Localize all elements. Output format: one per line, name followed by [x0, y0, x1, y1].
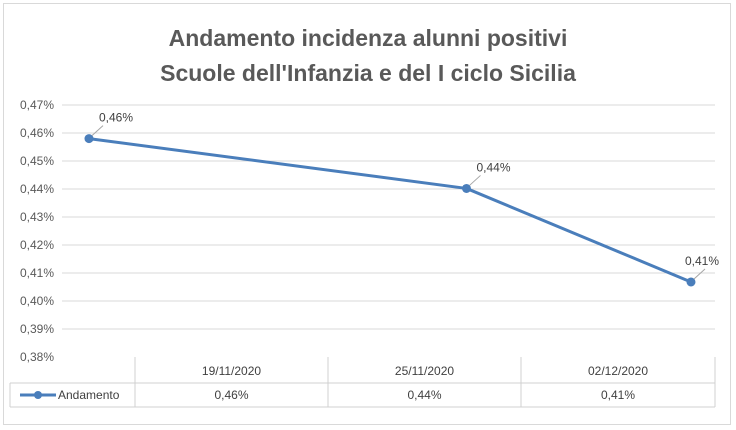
x-category-label: 25/11/2020 — [395, 364, 454, 378]
data-point — [462, 183, 471, 193]
y-axis-ticks: 0,38% 0,39% 0,40% 0,41% 0,42% 0,43% 0,44% 0,45%… — [20, 98, 54, 364]
legend-label: Andamento — [58, 388, 120, 402]
x-category-label: 02/12/2020 — [588, 364, 648, 378]
chart-title: Andamento incidenza alunni positivi — [169, 25, 568, 51]
table-value: 0,46% — [214, 388, 248, 402]
data-table: 19/11/2020 0,46% 25/11/2020 0,44% 02/12/2020… — [9, 357, 716, 408]
leader-line — [469, 175, 481, 186]
y-tick-label: 0,46% — [20, 126, 54, 140]
table-value: 0,44% — [407, 388, 441, 402]
y-tick-label: 0,40% — [20, 294, 54, 308]
leader-line — [693, 268, 706, 280]
legend-marker — [34, 391, 42, 399]
data-point — [84, 134, 94, 144]
x-category-label: 19/11/2020 — [202, 364, 261, 378]
series-andamento: 0,46% 0,44% 0,41% — [84, 111, 719, 287]
chart-subtitle: Scuole dell'Infanzia e del I ciclo Sicil… — [160, 60, 576, 86]
y-tick-label: 0,38% — [20, 350, 54, 364]
y-tick-label: 0,45% — [20, 154, 54, 168]
chart-frame — [3, 3, 731, 425]
y-tick-label: 0,47% — [20, 98, 54, 112]
leader-line — [91, 125, 104, 136]
y-tick-label: 0,41% — [20, 266, 54, 280]
y-tick-label: 0,42% — [20, 238, 54, 252]
table-value: 0,41% — [601, 388, 635, 402]
data-label: 0,46% — [99, 111, 133, 125]
data-point — [686, 277, 696, 287]
y-tick-label: 0,39% — [20, 322, 54, 336]
gridlines — [62, 104, 715, 330]
data-label: 0,44% — [477, 160, 511, 174]
y-tick-label: 0,44% — [20, 182, 54, 196]
data-label: 0,41% — [685, 254, 719, 268]
series-line — [88, 137, 692, 284]
y-tick-label: 0,43% — [20, 210, 54, 224]
